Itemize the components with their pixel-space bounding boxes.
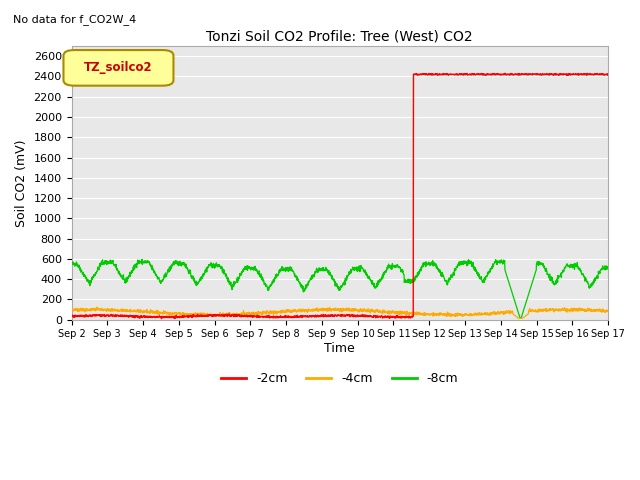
Y-axis label: Soil CO2 (mV): Soil CO2 (mV) <box>15 139 28 227</box>
X-axis label: Time: Time <box>324 342 355 355</box>
Text: No data for f_CO2W_4: No data for f_CO2W_4 <box>13 14 136 25</box>
Title: Tonzi Soil CO2 Profile: Tree (West) CO2: Tonzi Soil CO2 Profile: Tree (West) CO2 <box>207 29 473 43</box>
Text: TZ_soilco2: TZ_soilco2 <box>84 61 152 74</box>
FancyBboxPatch shape <box>63 50 173 85</box>
Legend: -2cm, -4cm, -8cm: -2cm, -4cm, -8cm <box>216 367 463 390</box>
